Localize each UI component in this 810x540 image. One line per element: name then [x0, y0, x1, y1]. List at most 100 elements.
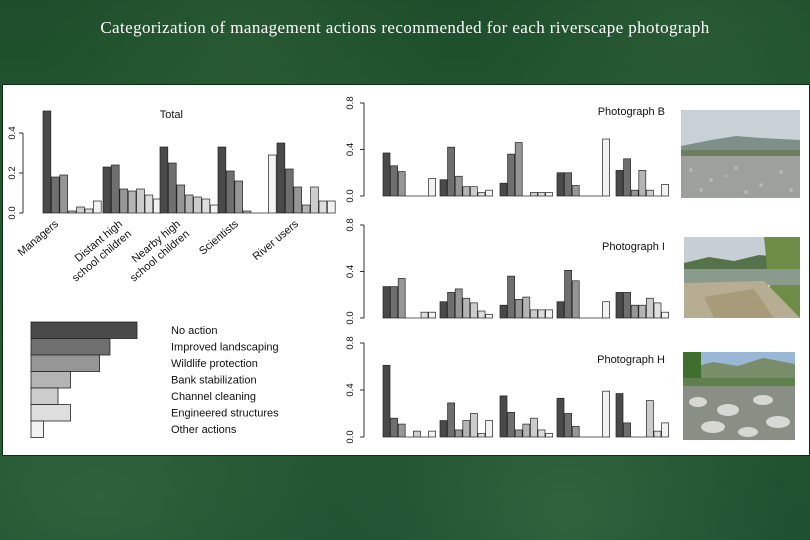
legend-swatch — [30, 371, 71, 389]
bar — [646, 297, 654, 319]
bar — [530, 417, 538, 438]
bar — [485, 420, 493, 438]
y-tick-label: 0.8 — [345, 218, 356, 231]
legend-label: Wildlife protection — [171, 358, 258, 370]
legend-swatch — [30, 404, 71, 422]
bar — [507, 275, 515, 319]
bar — [514, 299, 523, 319]
y-tick-label: 0.0 — [345, 430, 356, 443]
photo-rocky-stream — [683, 352, 795, 440]
y-tick-label: 0.0 — [7, 206, 18, 219]
bar — [602, 390, 610, 438]
bar — [653, 430, 662, 438]
bar — [661, 311, 669, 319]
bar — [285, 168, 294, 214]
bar — [439, 179, 448, 197]
y-tick-label: 0.8 — [345, 336, 356, 349]
bar — [485, 189, 493, 197]
bar — [499, 182, 508, 197]
bar — [462, 186, 471, 197]
photo-river-bank — [684, 237, 800, 318]
bar — [293, 186, 302, 214]
bar — [59, 174, 68, 214]
bar — [507, 153, 515, 197]
bar — [454, 429, 463, 438]
bar — [67, 210, 77, 214]
bar — [522, 296, 531, 319]
legend-label: Improved landscaping — [171, 342, 279, 354]
panel-title: Photograph B — [598, 106, 665, 118]
y-tick-label: 0.4 — [345, 143, 356, 156]
legend-label: No action — [171, 325, 217, 337]
bar — [545, 433, 553, 438]
bar — [602, 138, 610, 197]
y-tick-label: 0.8 — [345, 96, 356, 109]
y-tick-label: 0.4 — [345, 265, 356, 278]
legend-label: Other actions — [171, 424, 237, 436]
bar — [428, 311, 436, 319]
bar — [514, 429, 523, 438]
y-tick-label: 0.2 — [7, 166, 18, 179]
bar — [646, 400, 654, 438]
bar — [661, 422, 669, 438]
bar — [470, 302, 478, 319]
panel-title: Photograph H — [597, 354, 665, 366]
legend-swatch — [30, 321, 138, 339]
bar — [454, 288, 463, 319]
slide-title: Categorization of management actions rec… — [100, 18, 710, 37]
bar — [537, 192, 546, 197]
bar — [51, 176, 60, 214]
bar — [242, 210, 252, 214]
bar — [537, 429, 546, 438]
bar — [184, 194, 194, 214]
bar — [447, 292, 455, 319]
bar — [462, 297, 471, 319]
bar — [462, 420, 471, 438]
bar — [301, 204, 311, 214]
bar — [454, 175, 463, 197]
bar — [168, 162, 177, 214]
bar — [564, 172, 572, 197]
bar — [556, 301, 565, 319]
bar — [382, 286, 391, 319]
bar — [42, 110, 52, 214]
bar — [615, 170, 624, 197]
bar — [136, 188, 145, 214]
bar — [477, 433, 486, 438]
bar — [556, 397, 565, 438]
bar — [397, 278, 406, 319]
bar — [201, 198, 211, 214]
bar — [397, 171, 406, 197]
bar — [477, 192, 486, 197]
bar — [564, 269, 572, 319]
bar — [485, 314, 493, 319]
bar — [522, 423, 531, 438]
bar — [556, 172, 565, 197]
bar — [327, 200, 336, 214]
bar — [571, 280, 580, 319]
bar — [602, 301, 610, 319]
bar — [310, 186, 319, 214]
category-label: River users — [251, 218, 302, 263]
bar — [545, 192, 553, 197]
y-tick-label: 0.0 — [345, 311, 356, 324]
y-tick-label: 0.4 — [7, 126, 18, 139]
figure-chart: 0.0 0.2 0.4 Total 0.0 0.4 0.8 Photograph B 0.0 0.… — [7, 96, 669, 444]
bar — [623, 158, 631, 197]
bar — [564, 413, 572, 438]
bar — [499, 304, 508, 319]
bar — [537, 309, 546, 319]
bar — [390, 417, 398, 438]
bar — [382, 152, 391, 197]
bar — [93, 200, 102, 214]
bar — [413, 430, 421, 438]
bar — [439, 420, 448, 438]
y-tick-label: 0.0 — [345, 189, 356, 202]
legend-swatch — [30, 354, 100, 372]
panel-title: Total — [160, 109, 183, 121]
bar — [318, 200, 328, 214]
bar — [428, 430, 436, 438]
bar — [193, 196, 202, 214]
bar — [477, 310, 486, 319]
bar — [545, 309, 553, 319]
